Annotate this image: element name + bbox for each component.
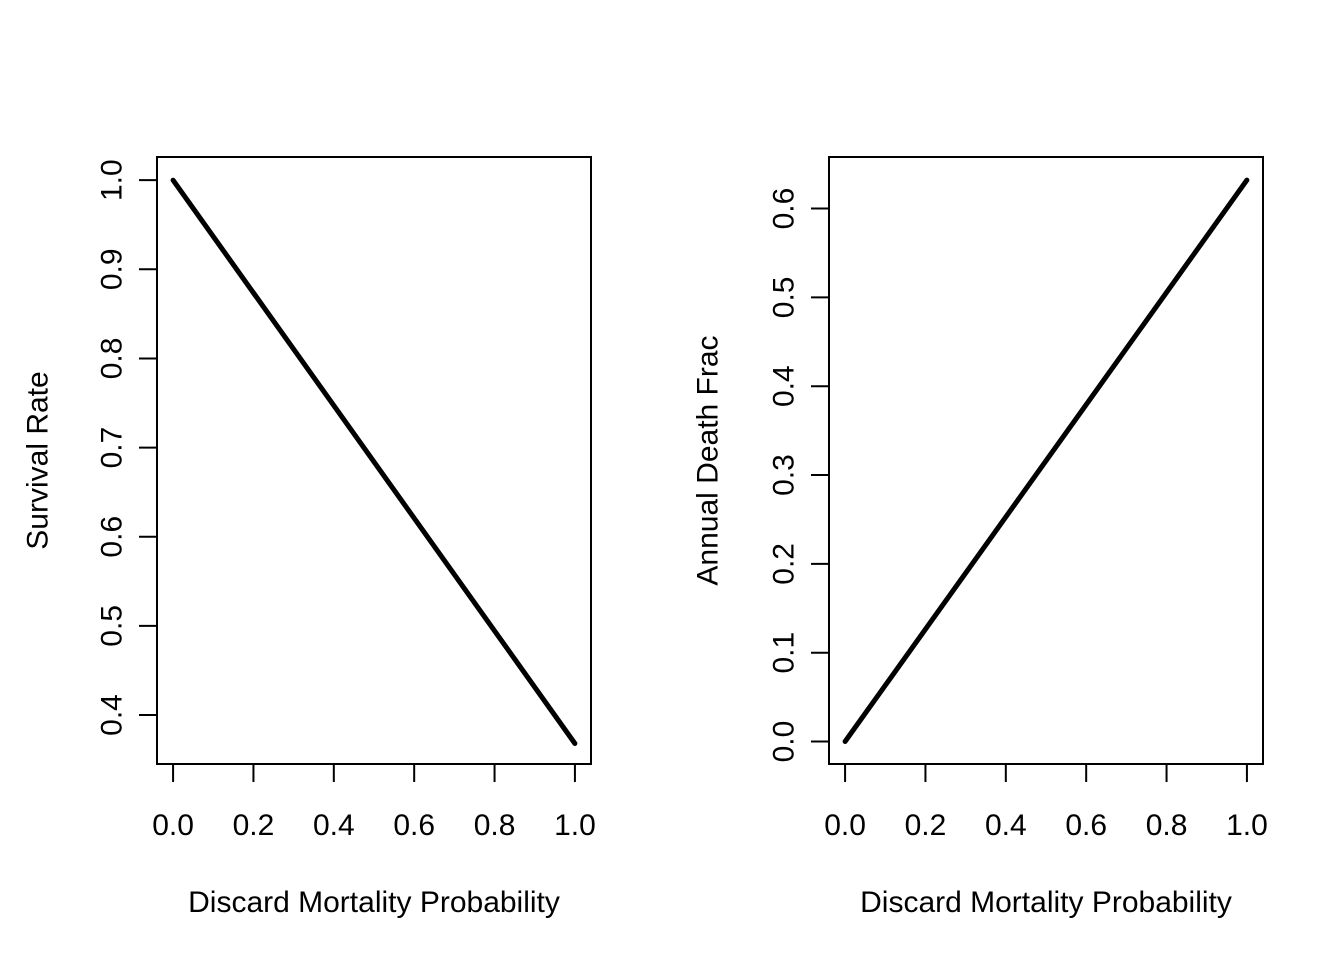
x-tick-label: 0.0 (152, 809, 194, 842)
x-axis-title: Discard Mortality Probability (860, 886, 1232, 919)
y-tick-label: 0.5 (96, 605, 129, 647)
y-tick-label: 0.6 (96, 516, 129, 558)
y-tick-label: 0.1 (768, 632, 801, 674)
y-tick-label: 0.7 (96, 427, 129, 469)
x-tick-label: 0.6 (393, 809, 435, 842)
x-tick-label: 1.0 (1226, 809, 1268, 842)
x-tick-label: 0.8 (1146, 809, 1188, 842)
y-axis-title: Survival Rate (22, 371, 55, 549)
chart-panel-1: 0.0 0.2 0.4 0.6 0.8 1.0 0.4 0.5 0.6 0.7 0.8 0.9 1.0 D… (22, 156, 596, 919)
x-tick-label: 0.2 (905, 809, 947, 842)
y-axis-title: Annual Death Frac (692, 335, 725, 585)
y-tick-label: 0.4 (768, 365, 801, 407)
x-tick-label: 0.4 (313, 809, 355, 842)
x-tick-label: 0.6 (1065, 809, 1107, 842)
y-tick-label: 0.8 (96, 338, 129, 380)
y-tick-label: 0.3 (768, 454, 801, 496)
series-line-1 (170, 177, 578, 746)
chart-panel-2: 0.0 0.2 0.4 0.6 0.8 1.0 0.0 0.1 0.2 0.3 0.4 0.5 0.6 D… (692, 156, 1268, 919)
y-tick-label: 0.4 (96, 694, 129, 736)
x-tick-label: 0.8 (474, 809, 516, 842)
x-tick-label: 0.4 (985, 809, 1027, 842)
x-tick-label: 0.0 (824, 809, 866, 842)
y-tick-label: 0.0 (768, 721, 801, 763)
x-axis-title: Discard Mortality Probability (188, 886, 560, 919)
y-tick-label: 0.6 (768, 188, 801, 230)
y-tick-label: 0.5 (768, 276, 801, 318)
x-tick-label: 1.0 (554, 809, 596, 842)
series-line-1 (842, 177, 1250, 744)
y-tick-label: 0.9 (96, 248, 129, 290)
x-tick-label: 0.2 (233, 809, 275, 842)
y-tick-label: 0.2 (768, 543, 801, 585)
y-tick-label: 1.0 (96, 159, 129, 201)
